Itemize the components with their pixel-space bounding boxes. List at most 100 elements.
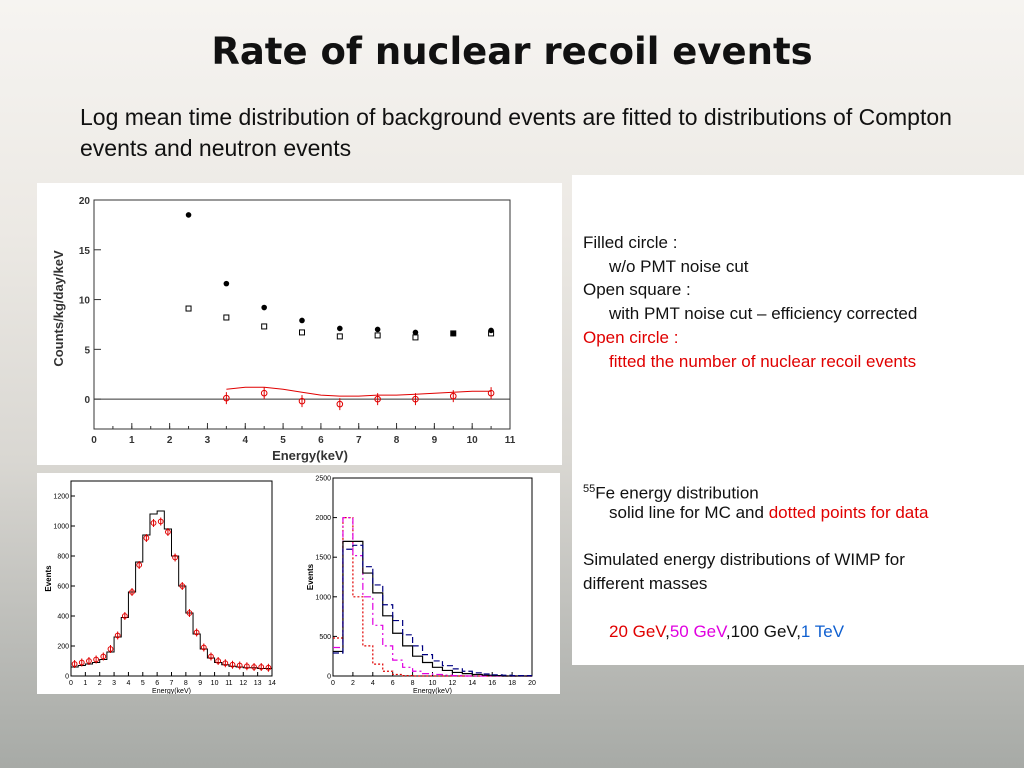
- x-tick-label: 5: [280, 435, 286, 446]
- y-axis-label: Counts/kg/day/keV: [51, 250, 66, 367]
- fe-x-tick-label: 1: [83, 680, 87, 687]
- x-tick-label: 10: [467, 435, 479, 446]
- fe-y-tick-label: 600: [57, 584, 69, 591]
- filled-circle-point: [374, 326, 381, 333]
- wimp-x-tick-label: 4: [371, 680, 375, 687]
- open-circle-point: [298, 397, 306, 405]
- wimp-x-tick-label: 18: [508, 680, 516, 687]
- fe-data-point: [229, 661, 236, 668]
- fe-data-point: [251, 664, 257, 670]
- fe-data-point: [222, 660, 229, 667]
- fe-data-point: [71, 661, 78, 667]
- open-square-point: [336, 333, 343, 340]
- x-tick-label: 11: [505, 435, 516, 446]
- rate-plot-chart: 0 1 2 3 4 5 6 7 8 9 10 11 0 5 10 15 20 Energy(keV) Counts/…: [51, 196, 516, 463]
- slide-subtitle: Log mean time distribution of background…: [80, 104, 952, 161]
- x-axis-label: Energy(keV): [272, 448, 348, 463]
- fe-data-point: [179, 583, 186, 589]
- wimp-y-tick-label: 1000: [315, 594, 331, 601]
- mass-20gev: 20 GeV: [609, 622, 666, 641]
- open-square-point: [412, 334, 419, 341]
- fe-data-point: [157, 518, 164, 525]
- fit-curve: [226, 386, 492, 397]
- open-square-point: [374, 332, 381, 339]
- y-tick-label: 5: [84, 345, 90, 356]
- fe-x-tick-label: 6: [155, 680, 159, 687]
- fe-x-tick-label: 13: [254, 680, 262, 687]
- fe-y-tick-label: 400: [57, 614, 69, 621]
- wimp-y-tick-label: 2000: [315, 515, 331, 522]
- open-circle-point: [260, 389, 268, 397]
- fe-data-point: [193, 629, 200, 636]
- fe-data-point: [136, 562, 143, 568]
- y-tick-label: 15: [79, 246, 91, 257]
- open-square-point: [185, 305, 192, 312]
- mc-text: solid line for MC and: [609, 503, 769, 522]
- y-tick-label: 0: [84, 395, 90, 406]
- x-tick-label: 1: [129, 435, 135, 446]
- wimp-x-tick-label: 2: [351, 680, 355, 687]
- fe-x-tick-label: 4: [126, 680, 130, 687]
- fe-data-point: [100, 653, 107, 660]
- wimp-y-tick-label: 0: [327, 674, 331, 681]
- fe-data-point: [265, 664, 272, 671]
- mass-50gev: 50 GeV: [669, 622, 726, 641]
- fe-x-tick-label: 0: [69, 680, 73, 687]
- slide-title: Rate of nuclear recoil events: [211, 30, 813, 73]
- fe-data-point: [236, 662, 243, 669]
- filled-circle-point: [450, 330, 457, 337]
- wimp-x-axis-label: Energy(keV): [413, 688, 452, 694]
- fe-data-point: [186, 610, 193, 616]
- fe-x-tick-label: 14: [268, 680, 276, 687]
- fe-x-tick-label: 11: [225, 680, 232, 687]
- wimp-y-tick-label: 2500: [315, 476, 331, 483]
- open-circle-point: [487, 389, 495, 397]
- fe-x-tick-label: 7: [170, 680, 174, 687]
- fe-y-tick-label: 1000: [53, 524, 69, 531]
- wimp-x-tick-label: 16: [488, 680, 496, 687]
- fe-data-point: [114, 632, 121, 639]
- fe-y-tick-label: 0: [65, 674, 69, 681]
- wimp-plot-frame: [332, 477, 533, 677]
- fe-mc-histogram: [71, 510, 272, 669]
- wimp-line-2: different masses: [583, 574, 708, 593]
- open-circle-desc: fitted the number of nuclear recoil even…: [609, 352, 917, 371]
- spectra-charts: 0 1 2 3 4 5 6 7 8 9 10 11 12 13 1402004006008001000120…: [44, 476, 536, 696]
- x-tick-label: 4: [242, 435, 248, 446]
- fe-y-tick-label: 800: [57, 554, 69, 561]
- fe-plot-frame: [70, 480, 273, 677]
- wimp-y-axis-label: Events: [306, 563, 315, 590]
- open-circle-label: Open circle :: [583, 328, 679, 347]
- legend-text-panel: Filled circle : w/o PMT noise cut Open s…: [572, 175, 1024, 665]
- wimp-x-tick-label: 14: [468, 680, 476, 687]
- fe-distribution-text: Fe energy distribution: [595, 483, 759, 503]
- filled-circle-point: [299, 317, 305, 324]
- open-circle-point: [449, 392, 457, 400]
- fe-distribution-line: 55Fe energy distribution: [583, 477, 759, 506]
- open-circle-point: [412, 395, 419, 403]
- filled-circle-point: [223, 280, 230, 287]
- data-text: dotted points for data: [768, 503, 929, 522]
- mass-1tev: 1 TeV: [800, 622, 845, 641]
- mass-list: 20 GeV,50 GeV,100 GeV,1 TeV: [609, 620, 844, 644]
- wimp-x-tick-label: 0: [331, 680, 335, 687]
- fe-data-point: [165, 529, 171, 535]
- filled-circle-point: [337, 325, 343, 332]
- fe-data-point: [150, 520, 157, 526]
- open-square-label: Open square :: [583, 280, 691, 299]
- wimp-x-tick-label: 12: [449, 680, 457, 687]
- fe-x-tick-label: 12: [239, 680, 247, 687]
- wimp-x-tick-label: 20: [528, 680, 536, 687]
- x-tick-label: 9: [432, 435, 438, 446]
- fe-x-tick-label: 3: [112, 680, 116, 687]
- fe-y-tick-label: 1200: [53, 494, 69, 501]
- fe-x-tick-label: 2: [98, 680, 102, 687]
- fe-y-axis-label: Events: [44, 565, 53, 592]
- filled-circle-point: [412, 329, 419, 336]
- filled-circle-desc: w/o PMT noise cut: [609, 257, 749, 276]
- x-tick-label: 7: [356, 435, 362, 446]
- fe-data-point: [129, 589, 135, 595]
- x-tick-label: 2: [167, 435, 173, 446]
- filled-circle-label: Filled circle :: [583, 233, 678, 252]
- open-circle-point: [336, 400, 344, 408]
